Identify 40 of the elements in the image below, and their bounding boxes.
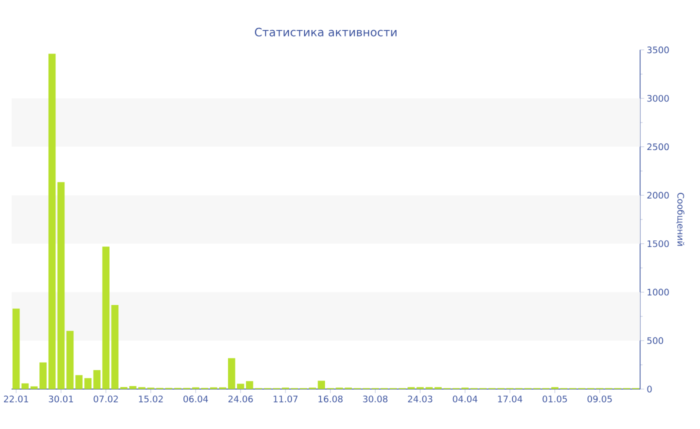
bar [48,54,56,390]
bar [318,380,325,390]
bar [39,362,47,390]
x-tick-label: 24.03 [408,396,432,402]
x-tick-label: 22.01 [4,396,28,402]
x-tick-label: 30.01 [48,396,73,402]
y-tick-label: 3500 [647,46,669,54]
chart-title: Статистика активности [254,28,396,36]
bar [12,308,20,390]
x-tick-label: 06.04 [183,396,208,402]
x-tick-label: 30.08 [363,396,388,402]
x-tick-label: 07.02 [94,396,118,402]
x-tick-label: 11.07 [274,396,298,402]
x-tick-label: 16.08 [318,396,343,402]
y-tick-label: 0 [647,386,652,392]
bar [84,378,92,390]
y-tick-label: 1500 [648,240,669,248]
y-tick-label: 2000 [647,192,669,199]
x-tick-label: 09.05 [588,396,612,402]
y-axis-title: Сообщений [676,192,684,246]
bar [30,386,38,390]
bar [22,383,29,390]
y-tick-label: 500 [647,337,664,344]
y-tick-label: 1000 [648,288,669,296]
bar [75,375,83,390]
bar [246,381,254,390]
bar [57,182,65,390]
bar [93,370,101,390]
x-tick-label: 01.05 [542,396,567,402]
x-tick-label: 24.06 [228,396,253,402]
bar [102,246,110,390]
bar [111,304,118,390]
y-tick-label: 3000 [647,94,669,102]
bar [236,384,244,390]
x-tick-label: 15.02 [138,396,163,402]
y-tick-label: 2500 [647,143,669,150]
x-tick-label: 04.04 [452,396,478,402]
bar [66,330,74,390]
x-tick-label: 17.04 [498,396,522,402]
bar [228,358,236,390]
